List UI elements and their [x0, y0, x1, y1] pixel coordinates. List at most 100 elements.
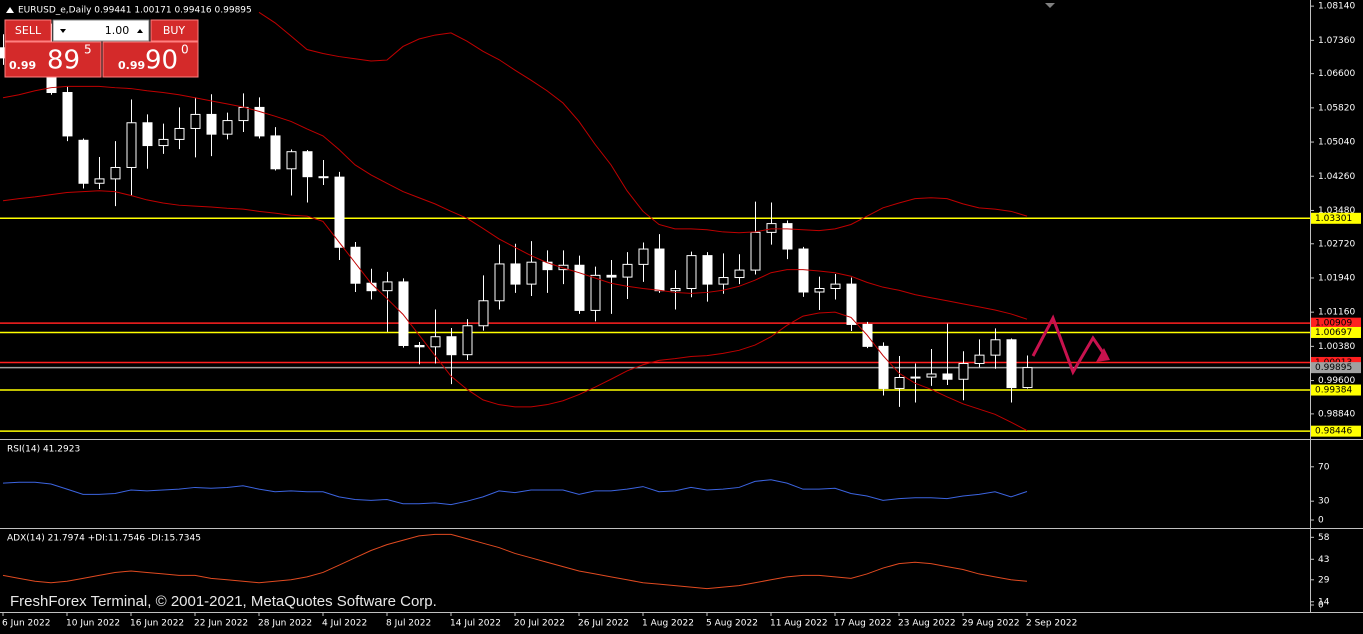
level-label: 0.99895 — [1315, 363, 1352, 373]
y-tick-label: 0.99600 — [1318, 376, 1355, 386]
candle-body — [222, 120, 233, 135]
lot-up[interactable] — [137, 29, 143, 33]
candle-body — [382, 281, 393, 292]
y-tick-label: 1.01160 — [1318, 308, 1355, 318]
candle-body — [606, 274, 617, 278]
candle-body — [798, 248, 809, 293]
y-tick-label: 14 — [1318, 597, 1330, 607]
y-tick-label: 1.06600 — [1318, 69, 1355, 79]
series-line — [2, 85, 1028, 320]
y-tick-label: 0.98840 — [1318, 409, 1355, 419]
trade-panel: SELL 1.00 BUY 0.99 89 5 0.99 90 0 — [4, 19, 199, 78]
x-tick-label: 6 Jun 2022 — [2, 619, 50, 629]
candle-body — [1022, 367, 1033, 389]
y-tick-label: 70 — [1318, 462, 1330, 472]
y-tick-label: 58 — [1318, 533, 1330, 543]
candle-body — [1006, 339, 1017, 389]
buy-button[interactable] — [150, 19, 199, 42]
candle-body — [974, 354, 985, 364]
candle-body — [510, 263, 521, 285]
candle-body — [958, 362, 969, 380]
candle-body — [894, 376, 905, 389]
x-tick-label: 17 Aug 2022 — [834, 619, 892, 629]
candle-body — [702, 255, 713, 285]
candle-body — [670, 287, 681, 292]
x-tick-label: 8 Jul 2022 — [386, 619, 431, 629]
level-label: 0.98446 — [1315, 427, 1352, 437]
level-label-box — [1311, 362, 1361, 374]
plot-layer — [0, 11, 1310, 590]
candle-body — [350, 246, 361, 284]
level-label: 0.99384 — [1315, 386, 1352, 396]
candle-body — [910, 376, 921, 379]
sell-label: SELL — [15, 24, 42, 37]
candle-body — [414, 344, 425, 348]
x-tick-label: 29 Aug 2022 — [962, 619, 1020, 629]
x-tick-label: 16 Jun 2022 — [130, 619, 184, 629]
candle-body — [142, 122, 153, 147]
level-label-box — [1311, 212, 1361, 224]
y-tick-label: 29 — [1318, 575, 1330, 585]
candle-body — [990, 339, 1001, 356]
candle-body — [542, 261, 553, 271]
x-tick-label: 1 Aug 2022 — [642, 619, 694, 629]
bid-box[interactable] — [4, 41, 102, 78]
candle-body — [654, 248, 665, 292]
candle-body — [766, 223, 777, 233]
panel — [2, 479, 1028, 506]
bid-small: 5 — [84, 43, 92, 57]
sell-button[interactable] — [4, 19, 52, 42]
panel — [2, 533, 1028, 590]
candle-body — [558, 264, 569, 271]
series-line — [2, 190, 1028, 431]
x-tick-label: 20 Jul 2022 — [514, 619, 565, 629]
candle-body — [174, 127, 185, 140]
candle-body — [254, 106, 265, 137]
level-label: 1.00697 — [1315, 328, 1352, 338]
buy-label: BUY — [163, 24, 186, 37]
lot-down[interactable] — [60, 29, 66, 33]
panel — [0, 11, 1310, 432]
title-icon — [6, 7, 14, 13]
level-label-box — [1311, 326, 1361, 338]
adx-title: ADX(14) 21.7974 +DI:11.7546 -DI:15.7345 — [7, 534, 201, 544]
candle-body — [78, 139, 89, 184]
series-line — [258, 11, 1028, 234]
ask-small: 0 — [181, 43, 189, 57]
y-tick-label: 1.00380 — [1318, 342, 1355, 352]
y-tick-label: 30 — [1318, 497, 1330, 507]
candle-body — [494, 263, 505, 302]
candle-body — [318, 176, 329, 179]
rsi-title: RSI(14) 41.2923 — [7, 445, 80, 455]
level-label-box — [1311, 384, 1361, 396]
candle-body — [638, 248, 649, 265]
ask-big: 90 — [145, 46, 178, 76]
series-line — [2, 479, 1028, 506]
candle-body — [718, 277, 729, 285]
y-tick-label: 1.08140 — [1318, 2, 1355, 12]
x-tick-label: 4 Jul 2022 — [322, 619, 367, 629]
candle-body — [238, 106, 249, 122]
ask-prefix: 0.99 — [118, 59, 145, 72]
lot-field[interactable] — [52, 19, 150, 42]
y-tick-label: 0 — [1318, 601, 1324, 611]
y-tick-label: 1.07360 — [1318, 36, 1355, 46]
candle-body — [942, 373, 953, 380]
level-label: 1.03301 — [1315, 214, 1352, 224]
y-tick-label: 1.05820 — [1318, 103, 1355, 113]
candle-body — [734, 269, 745, 279]
bid-prefix: 0.99 — [9, 59, 36, 72]
candle-body — [846, 283, 857, 325]
candle-body — [926, 373, 937, 378]
x-tick-label: 26 Jul 2022 — [578, 619, 629, 629]
ask-box[interactable] — [102, 41, 199, 78]
candle-body — [62, 92, 73, 137]
candle-body — [878, 345, 889, 389]
candle-body — [270, 135, 281, 170]
y-tick-label: 1.01940 — [1318, 273, 1355, 283]
level-label: 1.00909 — [1315, 319, 1352, 329]
chart-title: EURUSD_e,Daily 0.99441 1.00171 0.99416 0… — [18, 6, 252, 16]
candle-body — [158, 138, 169, 147]
